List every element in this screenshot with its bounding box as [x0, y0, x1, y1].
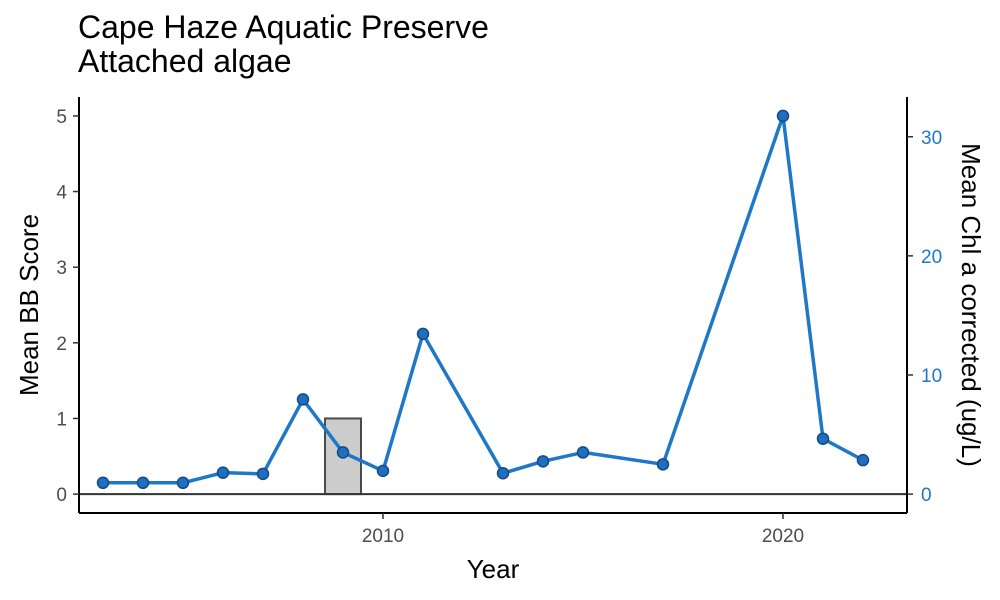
- series-line: [103, 114, 864, 485]
- data-point: [576, 446, 590, 459]
- y-tick-label: 2: [56, 334, 67, 355]
- y2-axis-title: Mean Chl a corrected (ug/L): [956, 143, 986, 467]
- y2-tick-label: 30: [921, 128, 942, 149]
- y-tick-label: 5: [56, 107, 67, 128]
- data-point: [216, 466, 230, 479]
- y2-tick-label: 10: [921, 366, 942, 387]
- y-tick-label: 0: [56, 485, 67, 506]
- y2-tick-label: 20: [921, 247, 942, 268]
- data-point: [256, 467, 270, 481]
- y2-tick-label: 0: [921, 485, 932, 506]
- data-point: [176, 476, 190, 490]
- data-point: [496, 466, 510, 480]
- y-tick-label: 4: [56, 183, 67, 204]
- data-point: [296, 393, 310, 406]
- x-tick-label: 2020: [762, 526, 804, 547]
- data-point: [136, 476, 150, 490]
- data-point: [336, 446, 350, 459]
- axes-layer: 0 1 2 3 4 5 0 10 20 30 2010 2020: [56, 97, 942, 547]
- chart-subtitle: Attached algae: [78, 43, 292, 79]
- series-layer: [96, 109, 870, 490]
- data-point: [656, 458, 670, 471]
- y-axis-title: Mean BB Score: [14, 214, 44, 396]
- x-axis-title: Year: [467, 554, 520, 584]
- data-point: [416, 327, 430, 341]
- data-point: [816, 432, 830, 445]
- data-point: [776, 109, 790, 123]
- data-point: [856, 453, 870, 467]
- data-point: [376, 464, 390, 478]
- y-tick-label: 1: [56, 409, 67, 430]
- x-tick-label: 2010: [362, 526, 404, 547]
- y-tick-label: 3: [56, 258, 67, 279]
- chart-title-block: Cape Haze Aquatic Preserve Attached alga…: [78, 10, 489, 78]
- data-point: [536, 455, 550, 468]
- data-point: [96, 476, 110, 490]
- chart-title: Cape Haze Aquatic Preserve: [78, 9, 489, 45]
